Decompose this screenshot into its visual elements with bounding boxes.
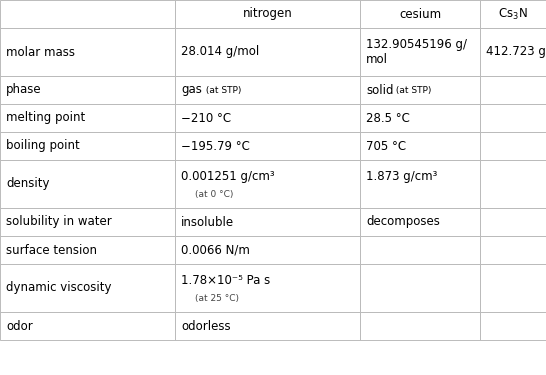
- Bar: [480, 208, 546, 236]
- Text: 412.723 g/mol: 412.723 g/mol: [486, 45, 546, 58]
- Bar: [360, 160, 480, 208]
- Bar: [0, 312, 175, 340]
- Text: insoluble: insoluble: [181, 216, 234, 228]
- Text: 28.014 g/mol: 28.014 g/mol: [181, 45, 259, 58]
- Bar: [175, 132, 360, 160]
- Bar: [0, 76, 175, 104]
- Text: 132.90545196 g/
mol: 132.90545196 g/ mol: [366, 38, 467, 66]
- Bar: [0, 0, 175, 28]
- Bar: [175, 0, 360, 28]
- Bar: [480, 104, 546, 132]
- Bar: [360, 312, 480, 340]
- Bar: [0, 160, 175, 208]
- Text: boiling point: boiling point: [6, 140, 80, 153]
- Text: 1.873 g/cm³: 1.873 g/cm³: [366, 170, 437, 183]
- Text: (at STP): (at STP): [393, 86, 431, 94]
- Bar: [360, 208, 480, 236]
- Bar: [0, 104, 175, 132]
- Bar: [0, 132, 175, 160]
- Bar: [480, 312, 546, 340]
- Bar: [0, 264, 175, 312]
- Bar: [360, 236, 480, 264]
- Bar: [360, 0, 480, 28]
- Bar: [0, 28, 175, 76]
- Bar: [360, 132, 480, 160]
- Text: (at 25 °C): (at 25 °C): [195, 294, 239, 303]
- Text: nitrogen: nitrogen: [242, 8, 292, 21]
- Text: cesium: cesium: [399, 8, 441, 21]
- Text: decomposes: decomposes: [366, 216, 440, 228]
- Bar: [175, 28, 360, 76]
- Bar: [480, 160, 546, 208]
- Text: dynamic viscosity: dynamic viscosity: [6, 282, 111, 294]
- Text: surface tension: surface tension: [6, 243, 97, 256]
- Text: 1.78×10⁻⁵ Pa s: 1.78×10⁻⁵ Pa s: [181, 274, 270, 287]
- Text: (at STP): (at STP): [203, 86, 241, 94]
- Text: phase: phase: [6, 84, 41, 96]
- Text: 28.5 °C: 28.5 °C: [366, 111, 410, 125]
- Text: melting point: melting point: [6, 111, 85, 125]
- Text: −210 °C: −210 °C: [181, 111, 231, 125]
- Text: solubility in water: solubility in water: [6, 216, 112, 228]
- Text: gas: gas: [181, 84, 202, 96]
- Text: solid: solid: [366, 84, 394, 96]
- Bar: [175, 312, 360, 340]
- Bar: [360, 76, 480, 104]
- Bar: [175, 160, 360, 208]
- Bar: [175, 104, 360, 132]
- Bar: [0, 208, 175, 236]
- Bar: [480, 0, 546, 28]
- Text: odor: odor: [6, 320, 33, 333]
- Bar: [360, 28, 480, 76]
- Text: density: density: [6, 177, 50, 190]
- Bar: [175, 236, 360, 264]
- Bar: [480, 76, 546, 104]
- Bar: [175, 208, 360, 236]
- Bar: [480, 264, 546, 312]
- Bar: [175, 76, 360, 104]
- Bar: [480, 236, 546, 264]
- Text: Cs$_3$N: Cs$_3$N: [498, 6, 528, 21]
- Bar: [360, 104, 480, 132]
- Text: molar mass: molar mass: [6, 45, 75, 58]
- Bar: [0, 236, 175, 264]
- Text: (at 0 °C): (at 0 °C): [195, 190, 233, 199]
- Text: odorless: odorless: [181, 320, 230, 333]
- Bar: [175, 264, 360, 312]
- Bar: [360, 264, 480, 312]
- Text: 0.001251 g/cm³: 0.001251 g/cm³: [181, 170, 275, 183]
- Bar: [480, 132, 546, 160]
- Text: 705 °C: 705 °C: [366, 140, 406, 153]
- Text: 0.0066 N/m: 0.0066 N/m: [181, 243, 250, 256]
- Bar: [480, 28, 546, 76]
- Text: −195.79 °C: −195.79 °C: [181, 140, 250, 153]
